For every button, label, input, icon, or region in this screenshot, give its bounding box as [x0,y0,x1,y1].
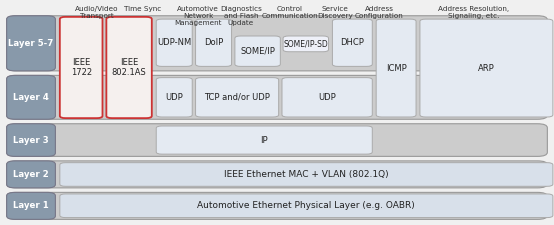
Text: ARP: ARP [478,63,495,72]
FancyBboxPatch shape [283,36,329,52]
Text: Layer 3: Layer 3 [13,135,49,145]
Text: IEEE
802.1AS: IEEE 802.1AS [112,58,146,77]
Text: UDP: UDP [165,93,183,102]
FancyBboxPatch shape [7,16,547,71]
Text: Audio/Video
Transport: Audio/Video Transport [75,6,119,19]
Text: ICMP: ICMP [386,63,407,72]
FancyBboxPatch shape [60,17,102,118]
Text: Layer 2: Layer 2 [13,170,49,179]
FancyBboxPatch shape [156,19,192,66]
Text: DoIP: DoIP [204,38,223,47]
Text: Address Resolution,
Signaling, etc.: Address Resolution, Signaling, etc. [438,6,509,19]
FancyBboxPatch shape [7,161,55,188]
FancyBboxPatch shape [60,194,553,218]
Text: IP: IP [260,135,268,145]
Text: SOME/IP: SOME/IP [240,47,275,56]
FancyBboxPatch shape [60,163,553,186]
Text: Address
Configuration: Address Configuration [355,6,404,19]
Text: Automotive Ethernet Physical Layer (e.g. OABR): Automotive Ethernet Physical Layer (e.g.… [197,201,416,210]
Text: Control
Communication: Control Communication [261,6,318,19]
FancyBboxPatch shape [156,126,372,154]
FancyBboxPatch shape [7,124,55,156]
FancyBboxPatch shape [7,192,547,219]
Text: IEEE
1722: IEEE 1722 [70,58,92,77]
Text: Service
Discovery: Service Discovery [317,6,353,19]
Text: IEEE Ethernet MAC + VLAN (802.1Q): IEEE Ethernet MAC + VLAN (802.1Q) [224,170,389,179]
Text: UDP-NM: UDP-NM [157,38,191,47]
FancyBboxPatch shape [376,19,416,117]
FancyBboxPatch shape [7,161,547,188]
Text: Automotive
Network
Management: Automotive Network Management [175,6,222,26]
FancyBboxPatch shape [235,36,280,66]
FancyBboxPatch shape [196,19,232,66]
Text: DHCP: DHCP [340,38,365,47]
FancyBboxPatch shape [7,75,547,119]
FancyBboxPatch shape [7,16,55,71]
Text: SOME/IP-SD: SOME/IP-SD [284,39,328,48]
FancyBboxPatch shape [196,78,279,117]
FancyBboxPatch shape [106,17,152,118]
Text: UDP: UDP [318,93,336,102]
Text: Diagnostics
and Flash
Update: Diagnostics and Flash Update [220,6,262,26]
FancyBboxPatch shape [420,19,553,117]
FancyBboxPatch shape [7,124,547,156]
FancyBboxPatch shape [7,75,55,119]
Text: Layer 1: Layer 1 [13,201,49,210]
Text: Time Sync: Time Sync [124,6,162,12]
FancyBboxPatch shape [332,19,372,66]
FancyBboxPatch shape [7,192,55,219]
Text: TCP and/or UDP: TCP and/or UDP [204,93,270,102]
Text: Layer 5-7: Layer 5-7 [8,39,54,48]
FancyBboxPatch shape [282,78,372,117]
Text: Layer 4: Layer 4 [13,93,49,102]
FancyBboxPatch shape [156,78,192,117]
